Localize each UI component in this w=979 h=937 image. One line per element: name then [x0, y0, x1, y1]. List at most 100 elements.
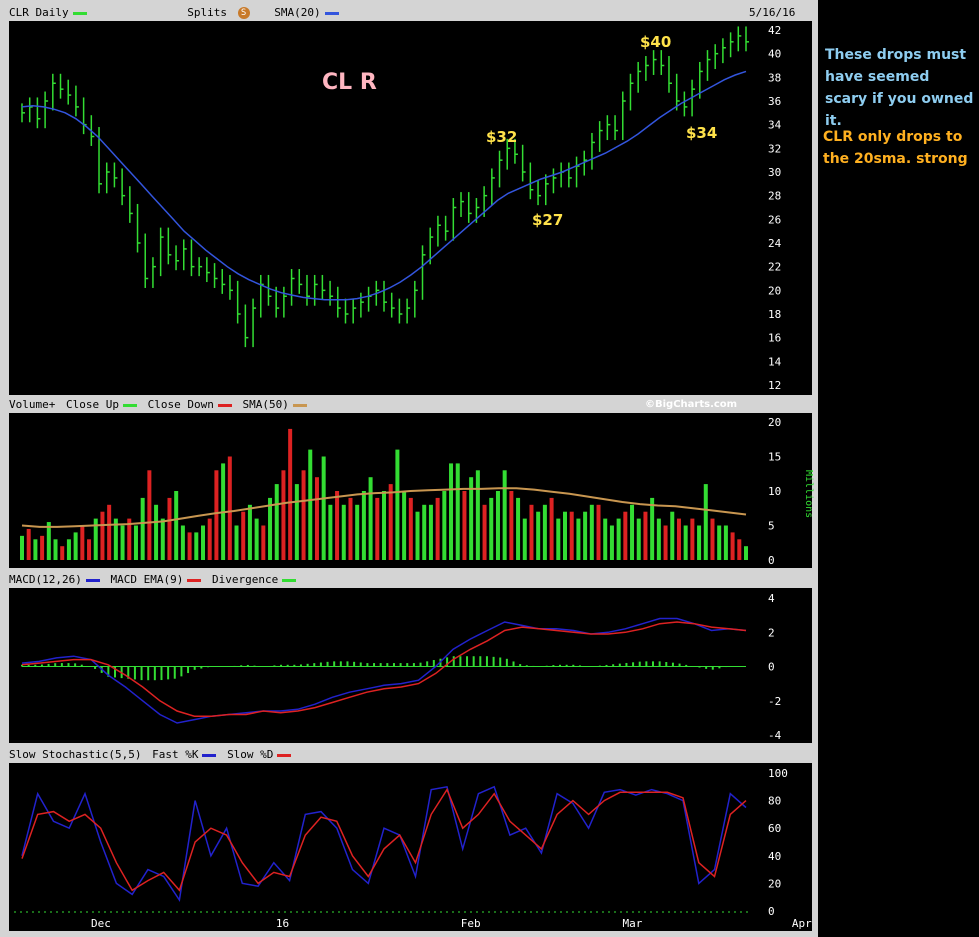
macd-ema-label: MACD EMA(9)	[110, 573, 184, 586]
volume-bar	[583, 511, 588, 560]
slowd-line	[21, 787, 747, 892]
volume-panel-header: Volume+ Close Up Close Down SMA(50) ©Big…	[9, 397, 803, 413]
volume-bar	[314, 477, 319, 560]
stoch-tick-label: 20	[768, 877, 781, 890]
macd-tick-label: -2	[768, 695, 781, 708]
stoch-title: Slow Stochastic(5,5)	[9, 748, 142, 761]
volume-bar	[576, 518, 581, 560]
volume-bar	[435, 497, 440, 560]
stoch-axis	[764, 763, 812, 917]
volume-bar	[710, 518, 715, 560]
volume-bar	[730, 532, 735, 560]
macd-line	[21, 617, 747, 724]
slowd-label: Slow %D	[227, 748, 274, 761]
note-scary-drops: These drops must have seemed scary if yo…	[825, 47, 974, 129]
volume-bar	[609, 525, 614, 560]
volume-bar	[616, 518, 621, 560]
stoch-tick-label: 80	[768, 795, 781, 808]
volume-bar	[294, 484, 299, 560]
volume-bar	[442, 491, 447, 560]
volume-tick-label: 20	[768, 416, 781, 429]
volume-bar	[308, 449, 313, 560]
vol-sma-swatch	[292, 403, 307, 407]
volume-bar	[556, 518, 561, 560]
date-axis	[9, 917, 812, 931]
volume-bar	[288, 428, 293, 560]
chart-date: 5/16/16	[749, 6, 796, 19]
stoch-tick-label: 0	[768, 905, 775, 918]
volume-bar	[140, 497, 145, 560]
volume-bar	[261, 525, 266, 560]
volume-bar	[563, 511, 567, 560]
volume-bar	[355, 504, 360, 560]
volume-bar	[690, 518, 695, 560]
price-tick-label: 28	[768, 190, 781, 203]
price-tick-label: 22	[768, 261, 781, 274]
price-bars-swatch	[72, 11, 87, 15]
volume-bar	[348, 497, 353, 560]
price-tick-label: 32	[768, 142, 781, 155]
volume-bar	[663, 525, 668, 560]
volume-bar	[516, 497, 521, 560]
volume-bar	[100, 511, 105, 560]
volume-bar	[174, 491, 179, 560]
watermark: ©BigCharts.com	[645, 399, 738, 410]
volume-bar	[341, 504, 346, 560]
volume-bar	[301, 470, 306, 560]
volume-bar	[596, 504, 601, 560]
stoch-tick-label: 60	[768, 822, 781, 835]
volume-bar	[154, 504, 159, 560]
sma20-line	[21, 70, 747, 301]
volume-tick-label: 15	[768, 451, 781, 464]
date-tick-label: Mar	[622, 917, 642, 930]
volume-bar	[87, 539, 92, 560]
volume-bar	[127, 518, 132, 560]
date-tick-label: Apr	[792, 917, 812, 930]
volume-bar	[107, 504, 112, 560]
volume-bar	[241, 511, 246, 560]
macd-swatch	[85, 578, 100, 582]
volume-unit-label: Millions	[803, 470, 814, 518]
macd-ema-line	[21, 621, 747, 717]
volume-bar	[569, 511, 574, 560]
close-up-label: Close Up	[65, 398, 119, 411]
splits-label: Splits	[187, 6, 227, 19]
close-down-swatch	[217, 403, 232, 407]
volume-bar	[335, 491, 340, 560]
volume-bar	[455, 463, 460, 560]
volume-bar	[133, 525, 138, 560]
price-tick-label: 36	[768, 95, 781, 108]
volume-bar	[656, 518, 661, 560]
volume-bar	[529, 504, 534, 560]
splits-icon: S	[237, 7, 250, 19]
volume-bar	[73, 532, 78, 560]
volume-bar	[147, 470, 152, 560]
fastk-swatch	[202, 753, 217, 757]
volume-bar	[670, 511, 675, 560]
volume-bar	[643, 511, 648, 560]
volume-bar	[368, 477, 373, 560]
volume-bar	[194, 532, 199, 560]
volume-bar	[93, 518, 98, 560]
volume-sma-line	[21, 487, 747, 528]
volume-bar	[60, 546, 65, 560]
volume-bar	[214, 470, 219, 560]
volume-bar	[167, 497, 172, 560]
volume-bar	[40, 535, 45, 560]
volume-bar	[549, 497, 554, 560]
volume-bar	[187, 532, 192, 560]
volume-bar	[268, 497, 273, 560]
price-tick-label: 18	[768, 308, 781, 321]
volume-bar	[536, 511, 541, 560]
chart-title: CL R	[322, 70, 377, 95]
stoch-panel-header: Slow Stochastic(5,5) Fast %K Slow %D	[9, 747, 803, 763]
fastk-line	[21, 785, 747, 903]
volume-bar	[382, 491, 386, 560]
sma-swatch	[324, 11, 339, 15]
macd-tick-label: 0	[768, 661, 775, 674]
volume-bar	[33, 539, 38, 560]
volume-bar	[428, 504, 433, 560]
volume-bar	[723, 525, 728, 560]
volume-tick-label: 5	[768, 520, 775, 533]
